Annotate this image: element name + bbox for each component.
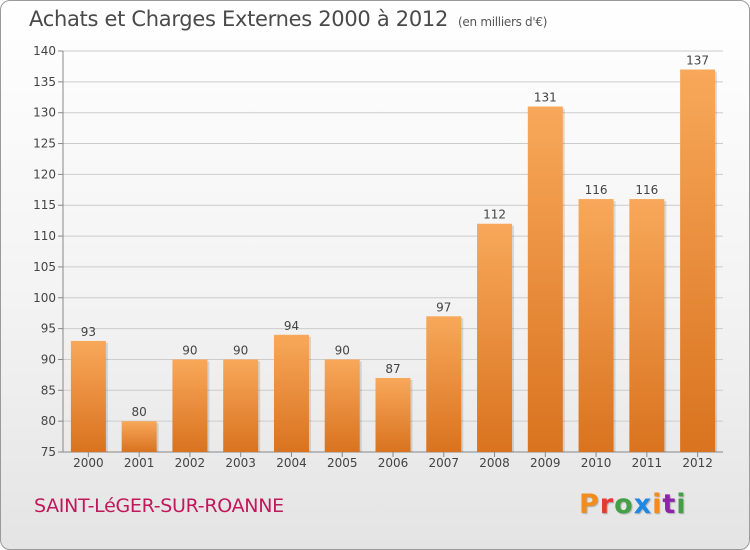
logo-letter: t <box>662 489 677 520</box>
chart-title: Achats et Charges Externes 2000 à 2012 (e… <box>29 7 547 31</box>
bar-value-label: 80 <box>132 405 147 419</box>
x-tick-label: 2009 <box>530 456 561 470</box>
y-tick-label: 100 <box>33 291 56 305</box>
bar <box>172 359 208 452</box>
bars <box>70 69 718 453</box>
labels: 75 80 85 90 95 100 105 110 115 120 125 130 135 140 93 2… <box>33 44 713 470</box>
bar-value-label: 137 <box>686 54 709 68</box>
bar <box>426 316 462 452</box>
proxiti-logo[interactable]: Proxiti <box>579 489 687 520</box>
bar <box>477 223 513 452</box>
x-tick-label: 2010 <box>581 456 612 470</box>
bar <box>680 69 716 452</box>
x-tick-label: 2001 <box>124 456 155 470</box>
logo-letter: x <box>633 489 653 520</box>
y-tick-label: 135 <box>33 75 56 89</box>
y-tick-label: 105 <box>33 260 56 274</box>
bar-value-label: 94 <box>284 319 299 333</box>
x-tick-label: 2006 <box>378 456 409 470</box>
bar-value-label: 97 <box>436 300 451 314</box>
x-tick-label: 2012 <box>682 456 713 470</box>
bar <box>70 340 106 452</box>
x-tick-label: 2004 <box>276 456 307 470</box>
x-tick-label: 2008 <box>479 456 510 470</box>
y-tick-label: 130 <box>33 106 56 120</box>
bar <box>223 359 259 452</box>
y-tick-label: 125 <box>33 137 56 151</box>
y-tick-label: 75 <box>41 445 56 459</box>
logo-letter: o <box>614 489 634 520</box>
y-tick-label: 110 <box>33 229 56 243</box>
bar <box>375 377 411 452</box>
y-tick-label: 115 <box>33 198 56 212</box>
y-tick-label: 85 <box>41 383 56 397</box>
bar <box>121 421 157 452</box>
y-tick-label: 140 <box>33 44 56 58</box>
bar-value-label: 90 <box>233 343 248 357</box>
x-tick-label: 2002 <box>175 456 206 470</box>
logo-letter: i <box>652 489 663 520</box>
bar <box>324 359 360 452</box>
chart-unit: (en milliers d'€) <box>458 15 548 29</box>
y-tick-label: 120 <box>33 167 56 181</box>
bar-value-label: 131 <box>534 91 557 105</box>
bar-value-label: 112 <box>483 208 506 222</box>
x-tick-label: 2003 <box>225 456 256 470</box>
bar-value-label: 90 <box>335 343 350 357</box>
y-tick-label: 90 <box>41 352 56 366</box>
x-tick-label: 2000 <box>73 456 104 470</box>
bar-value-label: 116 <box>635 183 658 197</box>
x-tick-label: 2007 <box>428 456 459 470</box>
logo-letter: r <box>599 489 615 520</box>
y-tick-label: 80 <box>41 414 56 428</box>
x-tick-label: 2011 <box>632 456 663 470</box>
bar-value-label: 90 <box>182 343 197 357</box>
x-tick-label: 2005 <box>327 456 358 470</box>
bar <box>629 199 665 452</box>
logo-letter: i <box>676 489 687 520</box>
bar-value-label: 93 <box>81 325 96 339</box>
chart-title-text: Achats et Charges Externes 2000 à 2012 <box>29 7 449 31</box>
logo-letter: P <box>579 489 600 520</box>
bar <box>527 106 563 453</box>
y-tick-label: 95 <box>41 322 56 336</box>
bar <box>578 199 614 452</box>
bar <box>273 334 309 452</box>
bar-value-label: 87 <box>385 362 400 376</box>
commune-name: SAINT-LéGER-SUR-ROANNE <box>34 495 284 517</box>
bar-value-label: 116 <box>585 183 608 197</box>
